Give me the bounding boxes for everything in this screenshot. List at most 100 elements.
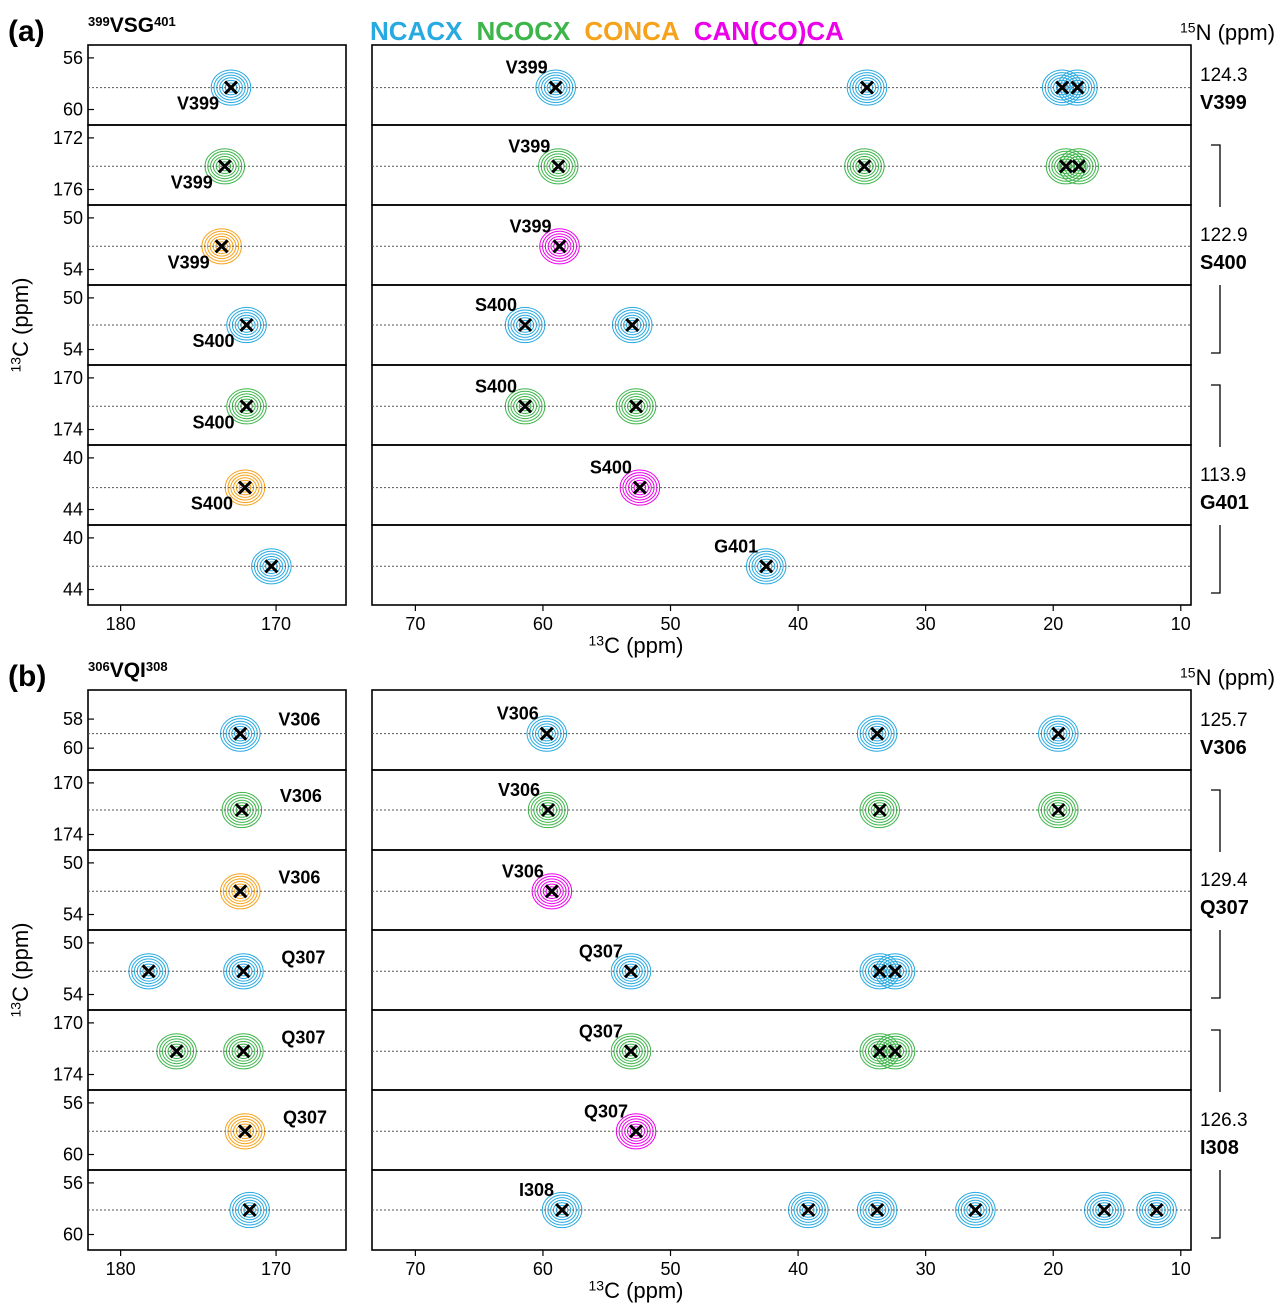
peak-cross — [1097, 1202, 1112, 1218]
peak-cross — [555, 1202, 570, 1218]
y-tick-label: 54 — [63, 985, 83, 1005]
x-tick-label: 20 — [1043, 1259, 1063, 1279]
x-tick-label: 30 — [916, 1259, 936, 1279]
y-tick-label: 50 — [63, 288, 83, 308]
residue-shift: 113.9 — [1200, 465, 1246, 486]
peak-cross — [623, 964, 639, 979]
peak-cross — [857, 159, 872, 174]
y-tick-label: 60 — [63, 1145, 83, 1165]
contour — [1141, 1197, 1172, 1223]
title-post: 401 — [154, 14, 176, 29]
strip-box — [371, 524, 1192, 606]
contour — [537, 725, 556, 742]
peak-cross — [233, 726, 248, 741]
contour — [238, 1126, 252, 1137]
contour — [859, 953, 901, 990]
y-tick-label: 170 — [53, 773, 83, 793]
y-axis-label: 13C (ppm) — [7, 277, 33, 372]
bracket — [1211, 525, 1221, 594]
contour — [238, 482, 252, 493]
contour — [855, 77, 879, 98]
y-axis-label-text: C (ppm) — [8, 277, 33, 356]
contour — [874, 953, 916, 990]
contour — [535, 69, 577, 106]
strip-box — [87, 1089, 347, 1171]
contour — [510, 393, 540, 420]
y-tick-label: 174 — [53, 825, 83, 845]
peak-cross — [1058, 159, 1074, 174]
residue-name: V399 — [1200, 92, 1247, 114]
strip-box — [87, 364, 347, 446]
peak-cross — [629, 399, 644, 414]
peak-label: S400 — [192, 331, 234, 351]
x-tick-label: 60 — [533, 614, 553, 634]
contour — [621, 963, 641, 979]
contour — [518, 401, 532, 412]
x-axis-label: 13C (ppm) — [588, 632, 683, 658]
contour — [234, 1197, 265, 1223]
n15-label: 15N (ppm) — [1180, 664, 1275, 690]
peak-cross — [239, 317, 254, 333]
y-axis-label-sup: 13 — [7, 357, 23, 373]
peak-label: V399 — [168, 252, 210, 272]
y-axis-label-sup: 13 — [7, 1002, 23, 1018]
contour — [537, 148, 579, 185]
peak-cross — [548, 80, 563, 95]
residue-name: Q307 — [1200, 897, 1249, 919]
peak-cross — [539, 726, 554, 741]
peak-cross — [872, 802, 887, 818]
y-tick-label: 56 — [63, 1093, 83, 1113]
contour — [1038, 791, 1079, 829]
contour — [621, 1043, 641, 1059]
peak-cross — [233, 884, 248, 899]
peak-label: V306 — [278, 867, 320, 887]
peak-label: V399 — [171, 172, 213, 192]
x-axis-label-sup: 13 — [588, 632, 604, 648]
peak-label: S400 — [590, 458, 632, 478]
y-tick-label: 50 — [63, 933, 83, 953]
strip-box — [87, 689, 347, 771]
strip-box — [87, 124, 347, 206]
x-tick-label: 170 — [261, 1259, 291, 1279]
n15-label: 15N (ppm) — [1180, 19, 1275, 45]
n15-label-text: N (ppm) — [1196, 20, 1275, 45]
legend-entry: NCACX — [370, 16, 463, 46]
contour — [219, 77, 243, 98]
strip-box — [371, 1009, 1192, 1091]
residue-shift: 124.3 — [1200, 65, 1248, 86]
peak-cross — [169, 1044, 184, 1059]
contour — [234, 728, 247, 739]
peak-label: V306 — [278, 710, 320, 730]
x-axis-label-sup: 13 — [588, 1277, 604, 1293]
x-axis-label: 13C (ppm) — [588, 1277, 683, 1303]
peak-cross — [552, 239, 567, 254]
contour — [133, 958, 164, 985]
peak-label: Q307 — [281, 947, 325, 967]
contour — [1058, 148, 1100, 185]
contour — [230, 1118, 260, 1145]
peak-label: S400 — [191, 494, 233, 514]
contour — [234, 886, 247, 897]
contour — [849, 153, 880, 180]
peak-cross — [234, 802, 249, 818]
x-tick-label: 20 — [1043, 614, 1063, 634]
residue-name: V306 — [1200, 737, 1247, 759]
peak-cross — [629, 1124, 644, 1139]
contour — [218, 161, 232, 172]
contour — [1089, 1197, 1119, 1223]
peak-cross — [1051, 726, 1066, 741]
y-tick-label: 174 — [53, 420, 83, 440]
contour — [262, 558, 281, 574]
contour — [230, 474, 260, 501]
strip-box — [87, 849, 347, 931]
peak-cross — [518, 399, 533, 414]
residue-name: G401 — [1200, 492, 1249, 514]
y-tick-label: 44 — [63, 580, 83, 600]
strip-box — [87, 204, 347, 286]
peak-cross — [237, 480, 253, 495]
peak-cross — [632, 480, 647, 495]
peak-label: V399 — [509, 216, 551, 236]
y-tick-label: 170 — [53, 368, 83, 388]
peak-cross — [141, 964, 156, 979]
contour — [625, 319, 639, 331]
